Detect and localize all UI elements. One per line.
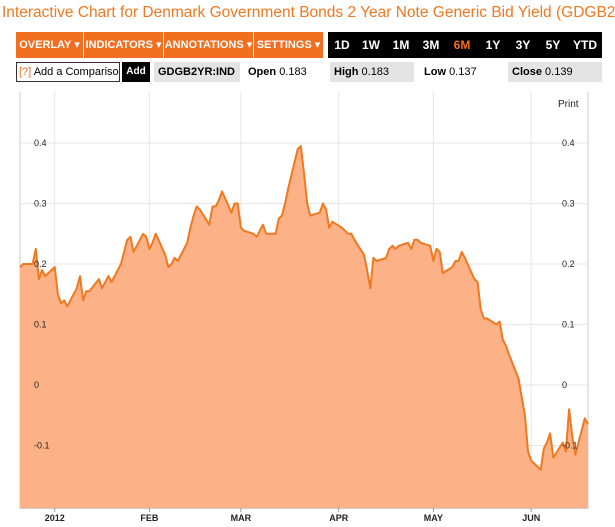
low-label: Low xyxy=(424,66,446,78)
print-link[interactable]: Print xyxy=(558,99,579,110)
yield-area-fill xyxy=(20,146,588,508)
range-button-ytd[interactable]: YTD xyxy=(568,32,602,58)
settings-menu-button[interactable]: SETTINGS ▾ xyxy=(254,32,324,58)
range-button-1m[interactable]: 1M xyxy=(386,32,416,58)
low-value: 0.137 xyxy=(449,66,477,78)
y-tick-label-left: 0.3 xyxy=(34,199,47,209)
x-tick-label: MAR xyxy=(231,513,252,523)
y-tick-label-right: 0.1 xyxy=(562,320,575,330)
y-tick-label-right: -0.1 xyxy=(562,441,578,451)
high-label: High xyxy=(334,66,359,78)
ticker-symbol: GDGB2YR:IND xyxy=(154,62,240,82)
low-stat: Low 0.137 xyxy=(420,62,506,82)
y-tick-label-left: -0.1 xyxy=(34,441,50,451)
close-stat: Close 0.139 xyxy=(508,62,602,82)
y-tick-label-left: 0.1 xyxy=(34,320,47,330)
chart-title: Interactive Chart for Denmark Government… xyxy=(2,4,615,21)
y-tick-label-right: 0.2 xyxy=(562,259,575,269)
close-label: Close xyxy=(512,66,542,78)
open-label: Open xyxy=(248,66,277,78)
y-tick-label-right: 0.4 xyxy=(562,138,575,148)
y-tick-label-right: 0 xyxy=(562,380,567,390)
y-tick-label-left: 0.4 xyxy=(34,138,47,148)
overlay-menu-button[interactable]: OVERLAY ▾ xyxy=(16,32,84,58)
help-icon: [?] xyxy=(19,66,32,78)
annotations-menu-button[interactable]: ANNOTATIONS ▾ xyxy=(164,32,254,58)
y-tick-label-left: 0.2 xyxy=(34,259,47,269)
range-button-3y[interactable]: 3Y xyxy=(508,32,538,58)
range-button-1d[interactable]: 1D xyxy=(328,32,356,58)
add-comparison-button[interactable]: Add xyxy=(122,62,150,82)
range-button-1w[interactable]: 1W xyxy=(356,32,386,58)
x-tick-label: MAY xyxy=(424,513,443,523)
high-value: 0.183 xyxy=(361,66,390,78)
close-value: 0.139 xyxy=(545,66,573,78)
quote-info-bar: [?] Add a Comparison Add GDGB2YR:IND Ope… xyxy=(16,62,602,82)
add-comparison-field[interactable]: [?] Add a Comparison xyxy=(16,62,120,82)
open-stat: Open 0.183 xyxy=(244,62,326,82)
range-button-5y[interactable]: 5Y xyxy=(538,32,568,58)
x-tick-label: FEB xyxy=(140,513,159,523)
add-comparison-label: Add a Comparison xyxy=(33,66,120,78)
y-tick-label-right: 0.3 xyxy=(562,199,575,209)
range-button-3m[interactable]: 3M xyxy=(416,32,446,58)
range-button-1y[interactable]: 1Y xyxy=(478,32,508,58)
high-stat: High 0.183 xyxy=(330,62,414,82)
x-tick-label: JUN xyxy=(522,513,540,523)
chart-toolbar: OVERLAY ▾ INDICATORS ▾ ANNOTATIONS ▾ SET… xyxy=(16,32,602,58)
open-value: 0.183 xyxy=(279,66,307,78)
x-tick-label: 2012 xyxy=(45,513,65,523)
range-button-6m[interactable]: 6M xyxy=(446,32,478,58)
indicators-menu-button[interactable]: INDICATORS ▾ xyxy=(84,32,164,58)
yield-line xyxy=(19,145,589,471)
y-tick-label-left: 0 xyxy=(34,380,39,390)
x-tick-label: APR xyxy=(329,513,349,523)
